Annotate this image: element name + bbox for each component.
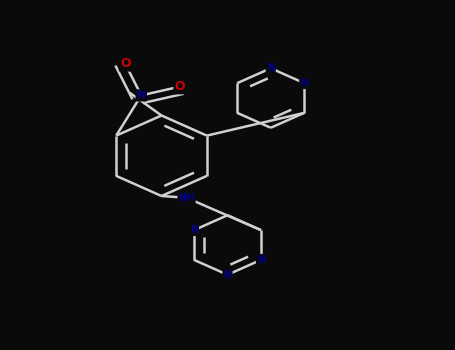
Text: N: N xyxy=(300,78,308,88)
Text: N: N xyxy=(136,90,146,100)
Text: NH: NH xyxy=(178,193,195,203)
Text: O: O xyxy=(120,57,131,70)
Text: O: O xyxy=(175,80,185,93)
Text: N: N xyxy=(223,270,232,280)
Text: N: N xyxy=(257,255,265,265)
Text: N: N xyxy=(267,63,275,73)
Text: N: N xyxy=(190,225,198,235)
